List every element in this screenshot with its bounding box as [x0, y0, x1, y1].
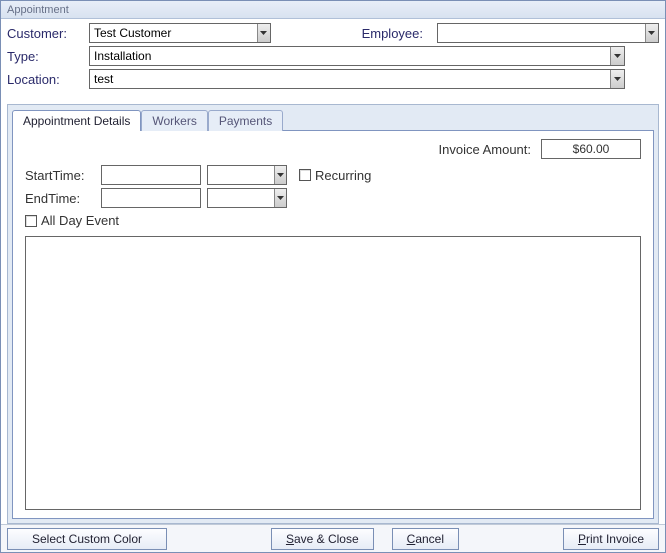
customer-label: Customer: [7, 26, 85, 41]
customer-dropdown-icon[interactable] [257, 24, 270, 42]
start-time-combo[interactable] [207, 165, 287, 185]
employee-combo[interactable] [437, 23, 659, 43]
invoice-amount-label: Invoice Amount: [439, 142, 532, 157]
recurring-label: Recurring [315, 168, 371, 183]
employee-dropdown-icon[interactable] [645, 24, 658, 42]
invoice-amount-value: $60.00 [541, 139, 641, 159]
location-combo[interactable] [89, 69, 625, 89]
type-label: Type: [7, 49, 85, 64]
tab-content-details: Invoice Amount: $60.00 StartTime: Recurr… [12, 130, 654, 519]
tab-row: Appointment Details Workers Payments [12, 110, 654, 131]
appointment-window: Appointment Customer: Employee: Type: [0, 0, 666, 553]
cancel-button[interactable]: Cancel [392, 528, 459, 550]
customer-input[interactable] [90, 24, 257, 42]
print-invoice-button[interactable]: Print Invoice [563, 528, 659, 550]
end-time-dropdown-icon[interactable] [274, 189, 286, 207]
customer-combo[interactable] [89, 23, 271, 43]
tab-workers[interactable]: Workers [141, 110, 207, 131]
end-date-input[interactable] [101, 188, 201, 208]
select-custom-color-button[interactable]: Select Custom Color [7, 528, 167, 550]
type-dropdown-icon[interactable] [610, 47, 624, 65]
tab-payments[interactable]: Payments [208, 110, 283, 131]
notes-textarea[interactable] [25, 236, 641, 510]
tabs-region: Appointment Details Workers Payments Inv… [7, 104, 659, 524]
end-time-combo[interactable] [207, 188, 287, 208]
tab-appointment-details[interactable]: Appointment Details [12, 110, 141, 131]
type-input[interactable] [90, 47, 610, 65]
location-dropdown-icon[interactable] [610, 70, 624, 88]
all-day-label: All Day Event [41, 213, 119, 228]
button-bar: Select Custom Color Save & Close Cancel … [1, 524, 665, 552]
location-input[interactable] [90, 70, 610, 88]
end-time-label: EndTime: [25, 191, 95, 206]
start-time-dropdown-icon[interactable] [274, 166, 286, 184]
start-date-input[interactable] [101, 165, 201, 185]
location-label: Location: [7, 72, 85, 87]
employee-input[interactable] [438, 24, 645, 42]
recurring-checkbox[interactable] [299, 169, 311, 181]
end-time-input[interactable] [208, 189, 274, 207]
employee-label: Employee: [275, 26, 433, 41]
type-combo[interactable] [89, 46, 625, 66]
header-fields: Customer: Employee: Type: [1, 19, 665, 98]
start-time-label: StartTime: [25, 168, 95, 183]
all-day-checkbox[interactable] [25, 215, 37, 227]
window-title: Appointment [1, 1, 665, 19]
save-close-button[interactable]: Save & Close [271, 528, 374, 550]
start-time-input[interactable] [208, 166, 274, 184]
